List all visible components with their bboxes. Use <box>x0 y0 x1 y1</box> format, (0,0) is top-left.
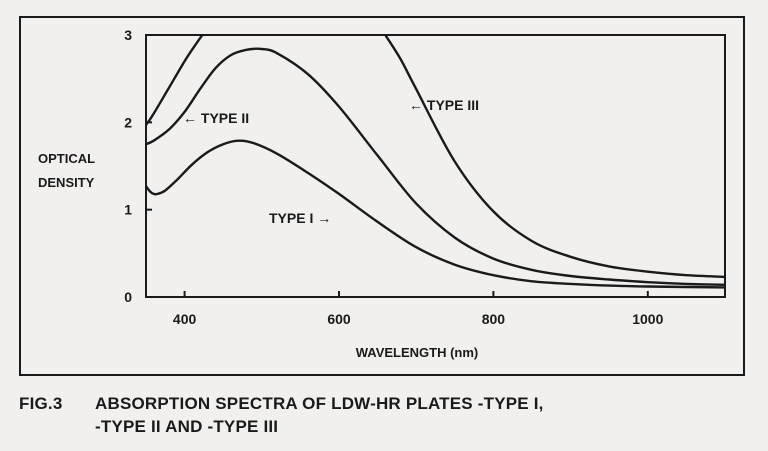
y-tick-label: 2 <box>124 114 132 130</box>
x-tick-label: 1000 <box>632 311 663 327</box>
series-line-type-i <box>145 139 726 289</box>
plot-border <box>145 34 726 298</box>
series-group <box>145 34 726 289</box>
figure-caption: FIG.3 ABSORPTION SPECTRA OF LDW-HR PLATES… <box>19 392 544 438</box>
plot-area <box>145 34 726 298</box>
y-axis: 0 1 2 3 <box>124 27 152 305</box>
series-label-text: TYPE I <box>269 210 313 226</box>
caption-line-2: -TYPE II AND -TYPE III <box>95 417 279 436</box>
x-tick-label: 800 <box>482 311 506 327</box>
x-tick-label: 400 <box>173 311 197 327</box>
x-tick-label: 600 <box>327 311 351 327</box>
x-axis-title: WAVELENGTH (nm) <box>356 345 479 360</box>
figure-frame <box>19 16 745 376</box>
series-label-type-i: TYPE I → <box>269 210 331 226</box>
y-axis-title-line2: DENSITY <box>38 175 95 190</box>
arrow-icon: ← <box>409 97 423 113</box>
series-labels: TYPE I →← TYPE II← TYPE III <box>183 97 479 226</box>
caption-line-1: ABSORPTION SPECTRA OF LDW-HR PLATES -TYP… <box>95 394 544 413</box>
series-label-type-ii: ← TYPE II <box>183 110 249 126</box>
series-label-type-iii: ← TYPE III <box>409 97 479 113</box>
series-line-type-iii <box>145 34 726 279</box>
y-tick-label: 1 <box>124 202 132 218</box>
y-tick-label: 0 <box>124 289 132 305</box>
series-line-type-ii <box>145 47 726 286</box>
x-axis: 400 600 800 1000 <box>173 291 664 327</box>
arrow-icon: ← <box>183 110 197 126</box>
y-axis-title-line1: OPTICAL <box>38 151 95 166</box>
series-label-text: TYPE III <box>427 97 479 113</box>
series-label-text: TYPE II <box>201 110 249 126</box>
y-tick-label: 3 <box>124 27 132 43</box>
caption-figure-number: FIG.3 <box>19 394 63 413</box>
arrow-icon: → <box>317 210 331 226</box>
